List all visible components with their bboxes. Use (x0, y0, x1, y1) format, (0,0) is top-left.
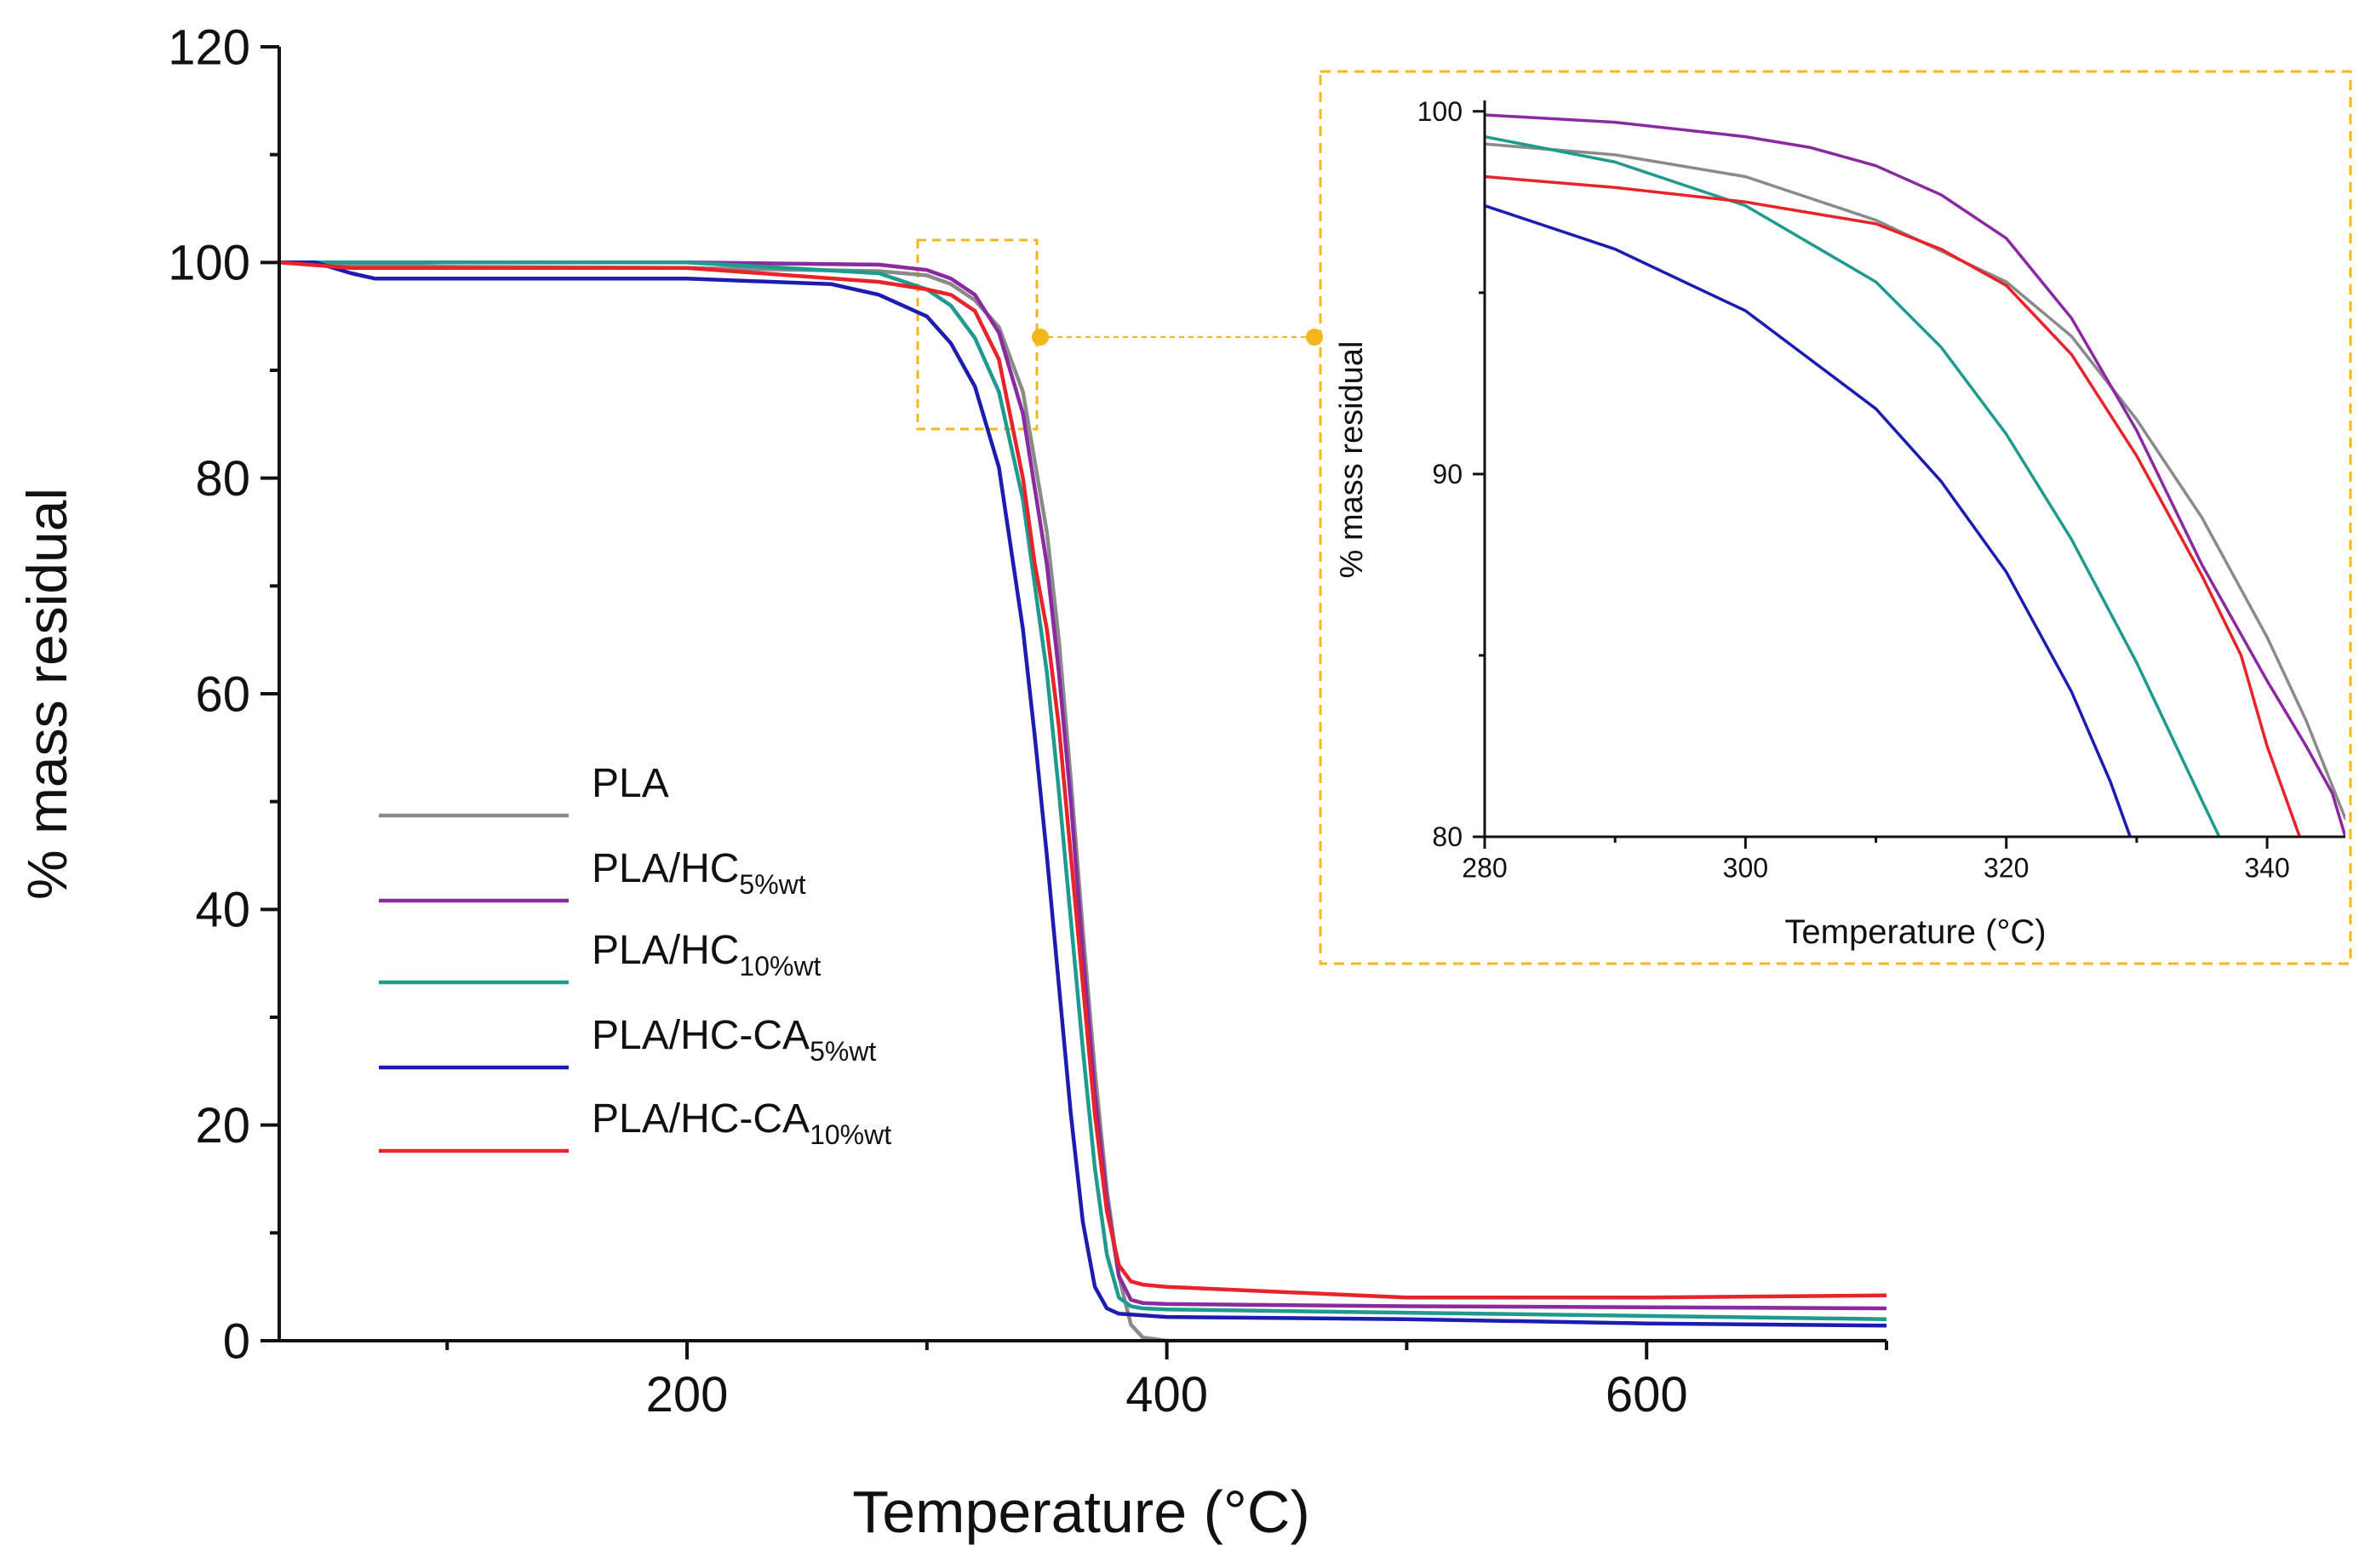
main-y-tick-label: 60 (195, 667, 250, 722)
main-line-pla-hc-ca5-wt (279, 260, 1886, 1328)
inset-line-pla-hc10-wt (1485, 134, 2221, 837)
inset-line-pla-hc-ca5-wt (1485, 203, 2133, 837)
main-y-tick-label: 120 (168, 20, 250, 75)
main-x-tick-label: 600 (1606, 1367, 1688, 1422)
main-line-pla (279, 260, 1886, 1341)
main-y-tick-label: 100 (168, 236, 250, 291)
main-ticks: 0 20 40 60 80 100 120 200 400 600 (168, 20, 1888, 1422)
inset-x-tick-label: 300 (1723, 853, 1768, 884)
inset-series-group (1485, 113, 2345, 837)
zoom-connector-dot-right (1306, 329, 1323, 346)
main-series-group (279, 260, 1886, 1341)
legend-label-pla: PLA (592, 761, 669, 806)
inset-frame (1319, 70, 2352, 965)
inset-y-tick-label: 80 (1432, 821, 1463, 852)
inset-y-axis-label: % mass residual (1334, 341, 1370, 579)
legend-label-pla-hc-ca10-wt: PLA/HC-CA10%wt (592, 1096, 891, 1150)
main-x-tick-label: 400 (1125, 1367, 1208, 1422)
main-x-tick-label: 200 (646, 1367, 729, 1422)
inset-y-tick-label: 90 (1432, 459, 1463, 489)
main-y-tick-label: 40 (195, 883, 250, 938)
zoom-region-box (916, 238, 1039, 431)
inset-line-pla-hc-ca10-wt (1485, 175, 2302, 837)
inset-x-axis-label: Temperature (°C) (1784, 913, 2046, 951)
inset-y-tick-label: 100 (1417, 96, 1463, 127)
inset-series-lines (1485, 113, 2345, 837)
main-y-tick-label: 80 (195, 451, 250, 506)
inset-x-tick-label: 320 (1984, 853, 2029, 884)
inset-line-pla-hc5-wt (1485, 113, 2345, 837)
legend-label-pla-hc-ca5-wt: PLA/HC-CA5%wt (592, 1013, 876, 1067)
main-y-tick-label: 20 (195, 1098, 250, 1153)
main-line-pla-hc5-wt (279, 260, 1886, 1311)
main-x-axis-label: Temperature (°C) (852, 1479, 1310, 1545)
main-series-lines (279, 260, 1886, 1341)
legend-label-pla-hc10-wt: PLA/HC10%wt (592, 928, 822, 981)
inset-ticks: 80 90 100 280 300 320 340 (1417, 96, 2290, 884)
main-y-tick-label: 0 (223, 1313, 250, 1369)
legend-label-pla-hc5-wt: PLA/HC5%wt (592, 846, 806, 900)
legend: PLA PLA/HC5%wt PLA/HC10%wt PLA/HC-CA5%wt PLA… (379, 761, 891, 1153)
main-line-pla-hc10-wt (279, 260, 1886, 1321)
main-y-axis-label: % mass residual (15, 488, 78, 900)
inset-x-tick-label: 340 (2244, 853, 2289, 884)
inset-line-pla (1485, 142, 2345, 821)
inset-x-tick-label: 280 (1462, 853, 1507, 884)
zoom-connector-dot-left (1032, 329, 1049, 346)
main-line-pla-hc-ca10-wt (279, 260, 1886, 1300)
